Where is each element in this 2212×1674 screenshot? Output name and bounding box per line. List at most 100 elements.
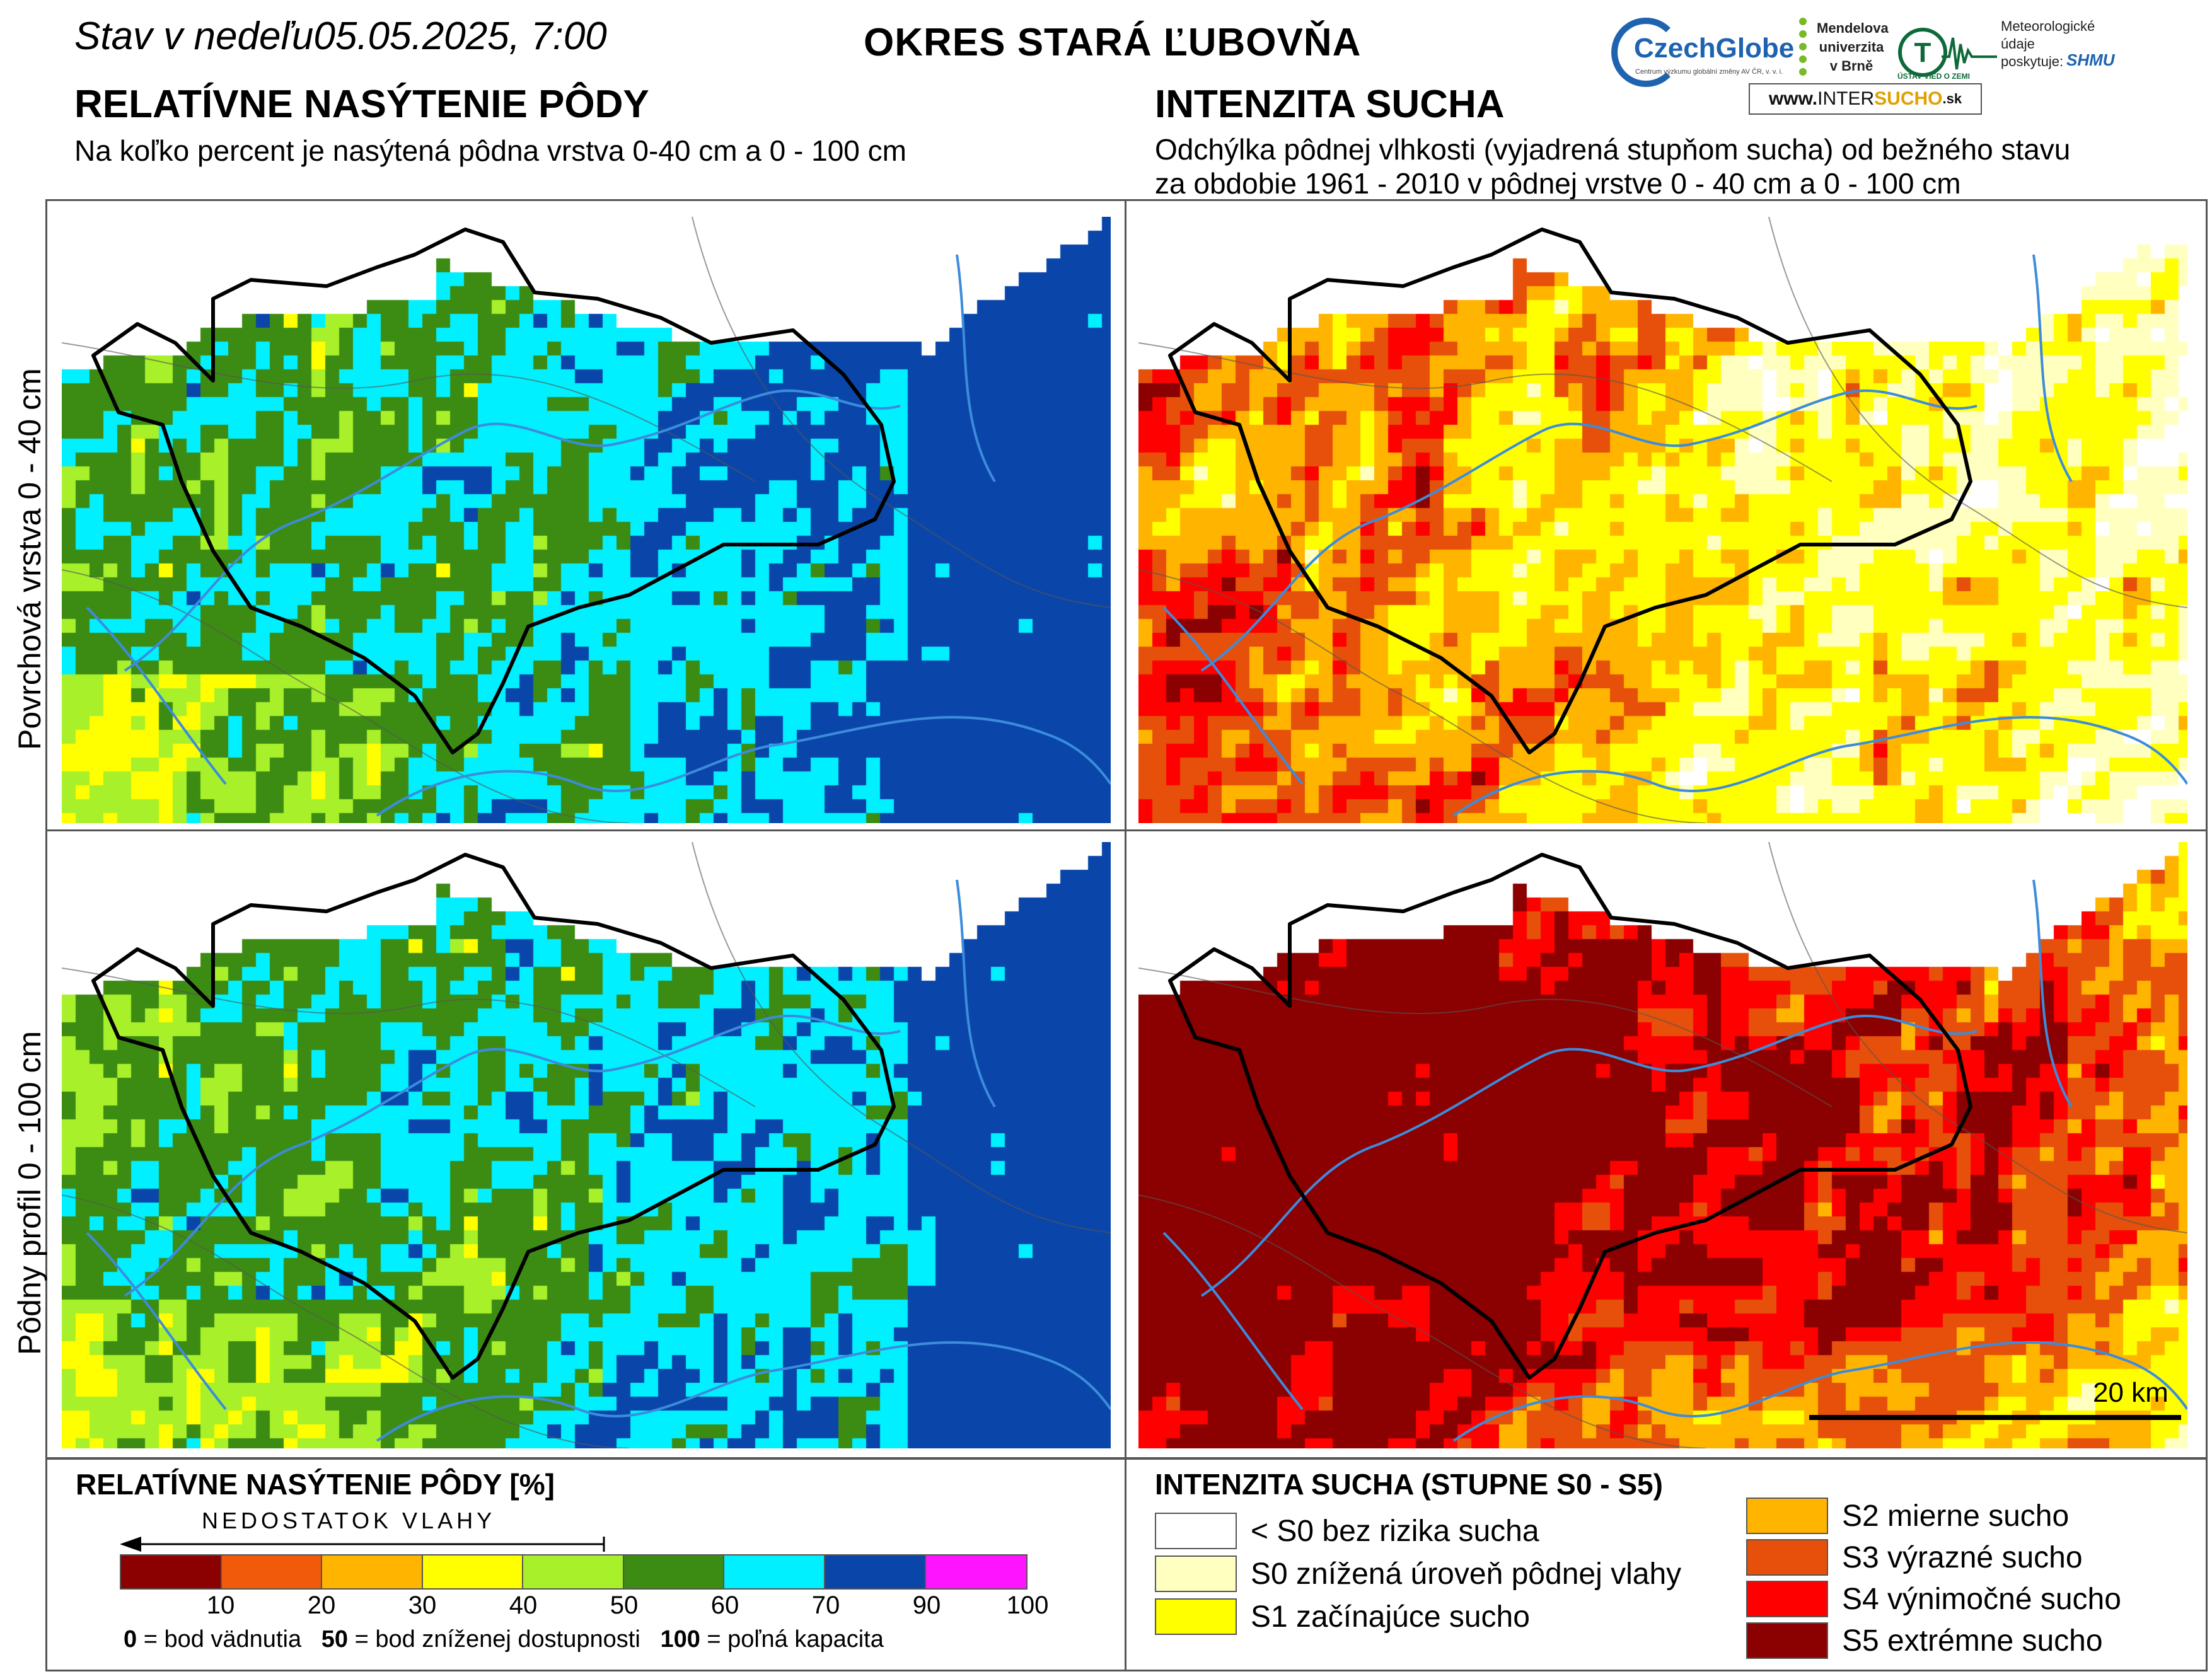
drought-class-swatch [1746,1539,1828,1576]
intersucho-inter: INTER [1817,88,1875,109]
drought-legend-item: S2 mierne sucho [1746,1498,2069,1534]
saturation-class-swatch [523,1556,624,1588]
map-overlay [1138,217,2187,823]
saturation-class-swatch [121,1556,222,1588]
road-line [62,569,630,823]
saturation-tick-label: 20 [307,1591,336,1619]
district-boundary [1168,853,1972,1380]
row-divider [45,829,2208,831]
mendel-line-2: univerzita [1819,39,1884,55]
mendel-university-logo: Mendelova univerzita v Brně [1795,14,1896,91]
drought-legend-item: S4 výnimočné sucho [1746,1581,2121,1617]
drought-class-swatch [1746,1622,1828,1659]
drought-raster [1138,842,2187,1448]
saturation-tick-label: 70 [811,1591,840,1619]
drought-class-label: S1 začínajúce sucho [1251,1600,1530,1634]
district-boundary [91,853,896,1380]
drought-class-label: S4 výnimočné sucho [1842,1582,2121,1616]
river-line [956,879,996,1108]
note-100-number: 100 [660,1626,700,1653]
road-line [1138,569,1706,823]
drought-class-label: S0 znížená úroveň pôdnej vlahy [1251,1557,1682,1591]
meteo-line-3: poskytuje: [2001,54,2064,69]
drought-class-swatch [1155,1556,1237,1592]
drought-subtitle-line-1: Odchýlka pôdnej vlhkosti (vyjadrená stup… [1155,133,2071,166]
mendel-line-1: Mendelova [1817,20,1889,36]
river-line [2032,879,2073,1108]
map-overlay [62,842,1111,1448]
intersucho-logo: www. INTER SUCHO .sk [1749,83,1982,115]
date-heading: Stav v nedeľu05.05.2025, 7:00 [74,14,607,59]
drought-title: INTENZITA SUCHA [1155,83,1505,126]
saturation-color-bar [120,1554,1028,1590]
saturation-class-swatch [422,1556,524,1588]
saturation-legend-notes: 0 = bod vädnutia 50 = bod zníženej dostu… [124,1626,884,1653]
drought-class-label: S2 mierne sucho [1842,1499,2070,1533]
meteo-line-1: Meteorologické [2001,18,2095,34]
road-line [1138,1194,1706,1448]
road-line [1768,217,2187,608]
saturation-class-swatch [825,1556,926,1588]
drought-class-swatch [1746,1581,1828,1617]
river-line [1452,1341,2187,1442]
river-line [86,1232,227,1411]
saturation-class-swatch [221,1556,323,1588]
drought-legend-item: < S0 bez rizika sucha [1155,1513,1539,1549]
road-line [62,1194,630,1448]
saturation-map-topsoil [62,217,1111,823]
road-line [692,217,1111,608]
river-line [1200,389,1977,672]
road-line [692,842,1111,1233]
scale-bar-label: 20 km [2093,1377,2169,1408]
meteo-provider-logo: Meteorologické údaje poskytuje: SHMU [1998,14,2124,91]
moisture-deficit-label: NEDOSTATOK VLAHY [202,1508,496,1533]
ustav-logo-text: ÚSTAV VIED O ZEMI [1897,72,1970,81]
saturation-tick-label: 30 [408,1591,437,1619]
saturation-subtitle: Na koľko percent je nasýtená pôdna vrstv… [74,134,906,167]
saturation-class-swatch [623,1556,725,1588]
drought-legend-item: S0 znížená úroveň pôdnej vlahy [1155,1556,1681,1592]
saturation-tick-label: 90 [912,1591,941,1619]
river-line [86,606,227,785]
intersucho-sk: .sk [1942,91,1962,107]
mendel-dots-icon [1795,18,1814,87]
district-boundary [1168,228,1972,754]
river-line [956,254,996,483]
svg-text:T: T [1914,37,1931,68]
saturation-tick-label: 100 [1006,1591,1049,1619]
river-line [1452,716,2187,817]
note-0-number: 0 [124,1626,137,1653]
note-0-text: = bod vädnutia [137,1626,302,1653]
note-50-text: = bod zníženej dostupnosti [348,1626,640,1653]
seismograph-icon: T [1898,28,1997,77]
road-line [1138,967,1833,1107]
river-line [376,716,1111,817]
river-line [2032,254,2073,483]
legends-frame [45,1457,2208,1671]
river-line [1162,606,1304,785]
inner-boundary [118,1036,303,1254]
river-line [1200,1014,1977,1297]
drought-class-label: S3 výrazné sucho [1842,1540,2083,1574]
drought-legend-item: S5 extrémne sucho [1746,1622,2103,1659]
intersucho-www: www. [1768,88,1818,109]
drought-class-label: < S0 bez rizika sucha [1251,1514,1539,1548]
road-line [62,342,756,482]
river-line [1162,1232,1304,1411]
drought-legend-item: S1 začínajúce sucho [1155,1598,1530,1635]
drought-class-swatch [1155,1598,1237,1635]
mendel-line-3: v Brně [1829,58,1873,74]
road-line [1768,842,2187,1233]
row-label-top: Povrchová vrstva 0 - 40 cm [12,368,47,750]
scale-bar [1809,1415,2181,1420]
saturation-tick-label: 50 [610,1591,639,1619]
globe-ring-icon [1611,18,1681,87]
drought-map-topsoil [1138,217,2187,823]
intersucho-sucho: SUCHO [1874,88,1943,109]
river-line [124,389,901,672]
saturation-map-profile [62,842,1111,1448]
road-line [62,967,756,1107]
czechglobe-logo-subtext: Centrum výzkumu globální změny AV ČR, v.… [1635,68,1783,76]
saturation-raster [62,842,1111,1448]
saturation-class-swatch [724,1556,825,1588]
